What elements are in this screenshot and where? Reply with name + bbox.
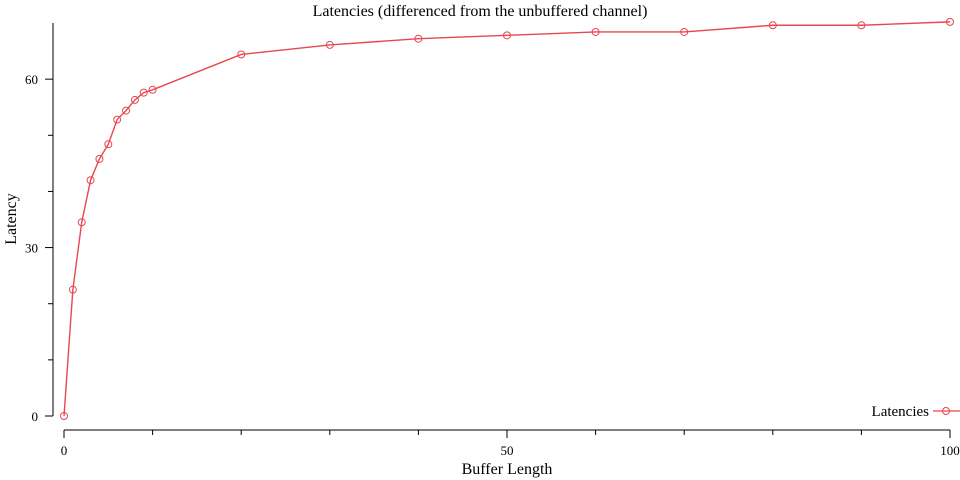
x-axis-ticks: 0 50 100 <box>61 430 960 458</box>
legend: Latencies <box>872 404 960 420</box>
data-point <box>414 34 423 43</box>
y-axis-label: Latency <box>3 193 20 245</box>
data-point <box>104 140 113 149</box>
y-tick-label: 0 <box>32 409 39 424</box>
data-point <box>139 88 148 97</box>
data-point <box>237 50 246 59</box>
data-point <box>680 27 689 36</box>
series-line <box>63 21 951 417</box>
data-point <box>130 95 139 104</box>
data-point <box>60 412 68 420</box>
data-point <box>591 27 600 36</box>
legend-label: Latencies <box>872 404 930 420</box>
x-tick-label: 0 <box>61 443 68 458</box>
series-group <box>60 17 954 420</box>
data-point <box>503 31 511 40</box>
data-point <box>946 17 954 26</box>
x-tick-label: 50 <box>501 443 514 458</box>
data-point <box>325 40 334 49</box>
y-axis-ticks: 0 30 60 <box>25 72 53 424</box>
data-point <box>95 154 104 163</box>
data-point <box>77 218 86 227</box>
data-point <box>122 106 131 115</box>
x-tick-label: 100 <box>940 443 960 458</box>
chart-title: Latencies (differenced from the unbuffer… <box>313 3 648 20</box>
data-point <box>113 115 122 124</box>
y-tick-label: 30 <box>25 241 38 256</box>
data-point <box>768 21 777 30</box>
x-axis-label: Buffer Length <box>462 461 553 478</box>
data-point <box>68 285 77 294</box>
legend-marker <box>942 407 950 415</box>
data-point <box>857 21 866 30</box>
data-point <box>86 176 95 185</box>
y-tick-label: 60 <box>25 72 38 87</box>
data-point <box>148 85 157 94</box>
